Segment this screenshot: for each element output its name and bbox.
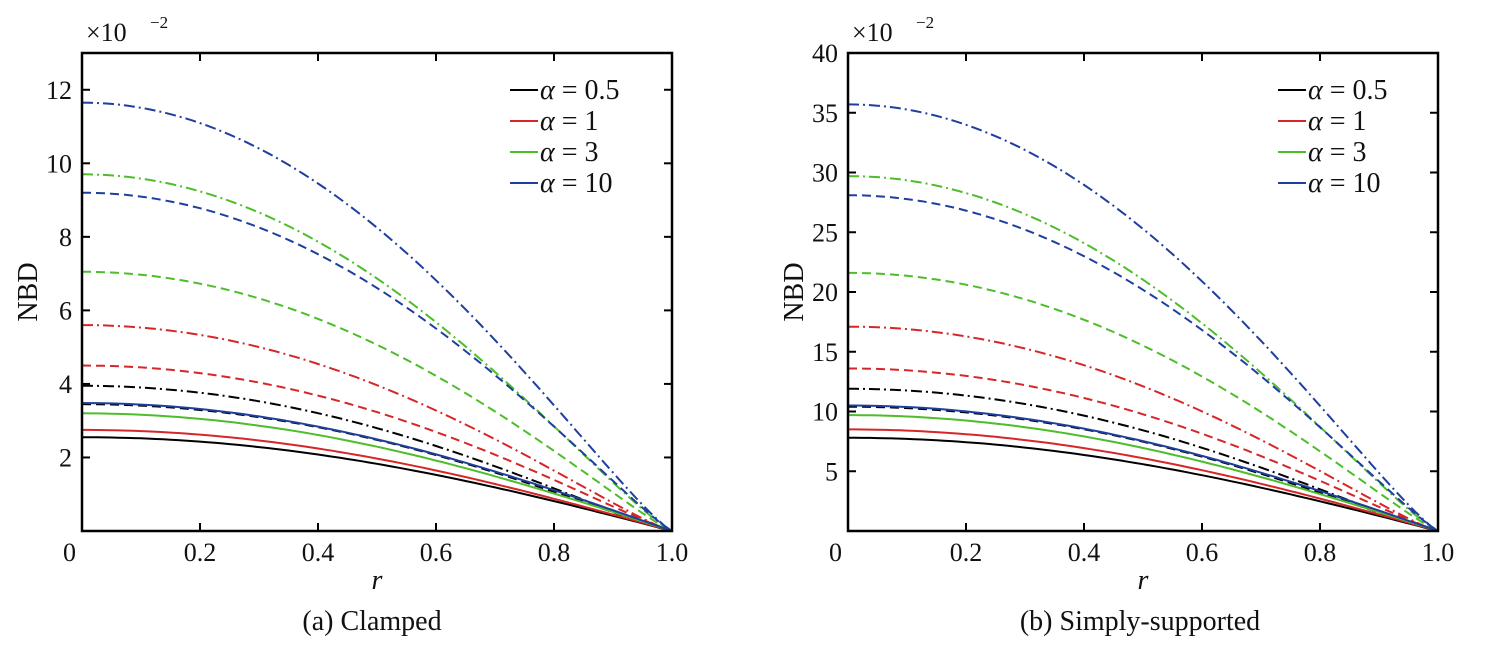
y-tick-label: 25 — [812, 218, 838, 247]
chart-panel-2: 0 0.2 0.4 0.6 0.8 1.0 5 10 15 20 25 30 35 40 ×10 −2 NBD r… — [779, 13, 1454, 637]
legend-label-alpha-10: α = 10 — [1308, 168, 1381, 199]
y-axis-label: NBD — [779, 262, 810, 321]
y-tick-label: 10 — [812, 398, 838, 427]
series-line-alpha-10-dashed — [847, 194, 1439, 532]
series-line-alpha-10-dashdot — [81, 101, 673, 532]
series-line-alpha-1-solid — [848, 428, 1439, 532]
legend-label-alpha-3: α = 3 — [1308, 137, 1367, 168]
x-tick-label: 0 — [829, 538, 842, 567]
series-line-alpha-0.5-dashed — [81, 403, 673, 532]
legend-label-alpha-0.5: α = 0.5 — [1308, 75, 1388, 106]
y-axis-label: NBD — [13, 262, 44, 321]
y-tick-label: 20 — [812, 278, 838, 307]
series-line-alpha-3-solid — [81, 412, 673, 532]
y-tick-label: 15 — [812, 338, 838, 367]
legend-label-alpha-1: α = 1 — [1308, 106, 1367, 137]
series-line-alpha-0.5-solid — [848, 436, 1439, 532]
series-line-alpha-0.5-dashed — [848, 405, 1439, 532]
y-tick-label: 40 — [812, 39, 838, 68]
series-line-alpha-10-dashed — [81, 191, 673, 532]
series-line-alpha-3-dashdot — [847, 175, 1439, 532]
x-tick-label: 0.4 — [302, 538, 335, 567]
series-line-alpha-3-dashed — [848, 271, 1439, 532]
y-tick-label: 10 — [46, 149, 72, 178]
y-multiplier: ×10 — [852, 18, 893, 47]
y-tick-label: 6 — [59, 296, 72, 325]
series-line-alpha-1-dashed — [81, 364, 673, 532]
series-line-alpha-3-dashdot — [81, 173, 673, 532]
y-tick-label: 35 — [812, 99, 838, 128]
series-line-alpha-1-solid — [82, 428, 673, 532]
x-tick-label: 0.2 — [950, 538, 983, 567]
legend: α = 0.5α = 1α = 3α = 10 — [510, 75, 620, 199]
series-line-alpha-10-solid — [848, 404, 1439, 532]
plot-frame — [80, 51, 674, 533]
legend-label-alpha-10: α = 10 — [540, 168, 613, 199]
y-tick-label: 30 — [812, 159, 838, 188]
series-line-alpha-0.5-solid — [81, 436, 673, 532]
y-tick-label: 5 — [825, 457, 838, 486]
y-tick-label: 2 — [59, 443, 72, 472]
y-tick-label: 12 — [46, 76, 72, 105]
y-multiplier: ×10 — [86, 18, 127, 47]
legend-label-alpha-0.5: α = 0.5 — [540, 75, 620, 106]
y-multiplier-exponent: −2 — [150, 13, 168, 32]
x-tick-label: 0.8 — [538, 538, 571, 567]
series-line-alpha-10-dashdot — [847, 103, 1439, 532]
x-tick-label: 0.6 — [1186, 538, 1219, 567]
x-tick-label: 0 — [63, 538, 76, 567]
series-line-alpha-1-dashdot — [82, 324, 673, 532]
panel-caption: (b) Simply-supported — [1020, 606, 1260, 637]
x-tick-label: 0.8 — [1304, 538, 1337, 567]
series-line-alpha-1-dashdot — [848, 325, 1439, 532]
series-line-alpha-10-solid — [81, 402, 673, 532]
legend-label-alpha-3: α = 3 — [540, 137, 599, 168]
y-tick-label: 4 — [59, 370, 72, 399]
panel-caption: (a) Clamped — [302, 606, 441, 637]
series-line-alpha-3-solid — [848, 414, 1439, 532]
legend: α = 0.5α = 1α = 3α = 10 — [1278, 75, 1388, 199]
y-multiplier-exponent: −2 — [916, 13, 934, 32]
x-tick-label: 0.6 — [420, 538, 453, 567]
legend-label-alpha-1: α = 1 — [540, 106, 599, 137]
series-line-alpha-3-dashed — [82, 270, 673, 532]
x-tick-label: 1.0 — [1422, 538, 1455, 567]
chart-panel-1: 0 0.2 0.4 0.6 0.8 1.0 2 4 6 8 10 12 ×10 −2 NBD r (a) Cla… — [13, 13, 688, 637]
x-tick-label: 0.2 — [184, 538, 217, 567]
series-line-alpha-1-dashed — [848, 367, 1439, 532]
x-tick-label: 1.0 — [656, 538, 689, 567]
x-axis-label: r — [1138, 565, 1149, 596]
x-axis-label: r — [372, 565, 383, 596]
x-tick-label: 0.4 — [1068, 538, 1101, 567]
y-tick-label: 8 — [59, 223, 72, 252]
